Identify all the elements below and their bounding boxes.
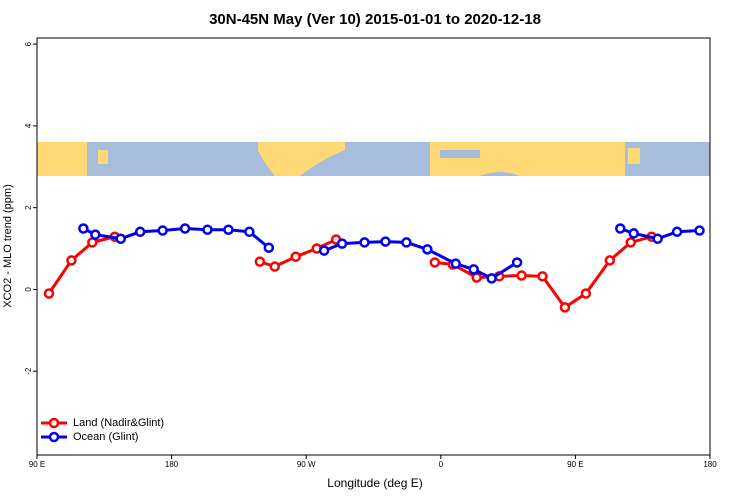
series-line: [47, 235, 653, 310]
point: [671, 226, 683, 238]
x-tick-label: 0: [439, 460, 444, 469]
point: [269, 261, 281, 272]
point: [652, 233, 663, 244]
point: [516, 270, 527, 281]
x-axis-label: Longitude (deg E): [327, 476, 422, 490]
point: [422, 244, 433, 255]
point: [559, 302, 571, 313]
point: [468, 264, 479, 275]
plot-frame: [36, 37, 711, 456]
point: [66, 255, 77, 266]
point: [359, 237, 370, 248]
series-line: [82, 227, 700, 281]
legend-marker: [48, 431, 60, 443]
point: [318, 245, 330, 256]
point: [380, 236, 391, 247]
y-tick-label: 6: [24, 41, 33, 46]
chart-title: 30N-45N May (Ver 10) 2015-01-01 to 2020-…: [209, 11, 541, 28]
point: [429, 257, 441, 268]
point: [290, 251, 301, 262]
point: [157, 225, 168, 236]
x-tick-label: 180: [165, 460, 179, 469]
point: [450, 258, 462, 269]
point: [604, 255, 616, 266]
y-tick-label: 4: [24, 123, 33, 128]
legend-label: Ocean (Glint): [73, 431, 138, 443]
x-tick-label: 180: [703, 460, 717, 469]
y-tick-label: 2: [24, 205, 33, 210]
point: [336, 238, 348, 249]
legend-label: Land (Nadir&Glint): [73, 417, 164, 429]
x-tick-label: 90 E: [29, 460, 45, 469]
point: [471, 272, 482, 283]
point: [90, 229, 101, 240]
x-tick-label: 90 E: [567, 460, 583, 469]
point: [625, 237, 636, 248]
point: [134, 226, 146, 238]
point: [254, 256, 266, 267]
point: [694, 225, 705, 236]
point: [628, 228, 639, 239]
point: [401, 237, 412, 248]
point: [244, 226, 255, 238]
y-axis-label: XCO2 - MLO trend (ppm): [2, 184, 14, 307]
point: [486, 273, 497, 284]
point: [511, 257, 523, 268]
point: [223, 224, 234, 235]
point: [43, 288, 55, 299]
y-tick-label: -2: [24, 367, 33, 375]
point: [78, 223, 89, 234]
point: [580, 288, 592, 299]
map-band: [37, 142, 710, 176]
legend-marker: [48, 417, 60, 429]
point: [263, 242, 275, 253]
point: [115, 233, 127, 244]
point: [615, 223, 626, 234]
x-tick-label: 90 W: [297, 460, 316, 469]
point: [537, 271, 548, 282]
point: [179, 223, 191, 234]
y-tick-label: 0: [24, 287, 33, 292]
point: [202, 224, 213, 235]
